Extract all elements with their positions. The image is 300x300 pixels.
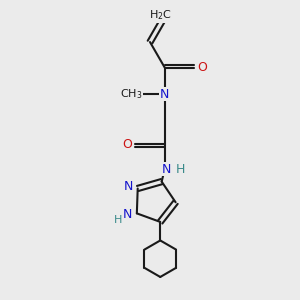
Text: O: O xyxy=(197,61,207,74)
Text: N: N xyxy=(124,180,133,193)
Text: H: H xyxy=(113,215,122,225)
Text: CH$_3$: CH$_3$ xyxy=(120,87,142,101)
Text: H$_2$C: H$_2$C xyxy=(149,8,172,22)
Text: H: H xyxy=(176,163,186,176)
Text: O: O xyxy=(122,138,132,151)
Text: N: N xyxy=(161,163,171,176)
Text: N: N xyxy=(160,88,169,100)
Text: N: N xyxy=(123,208,132,221)
